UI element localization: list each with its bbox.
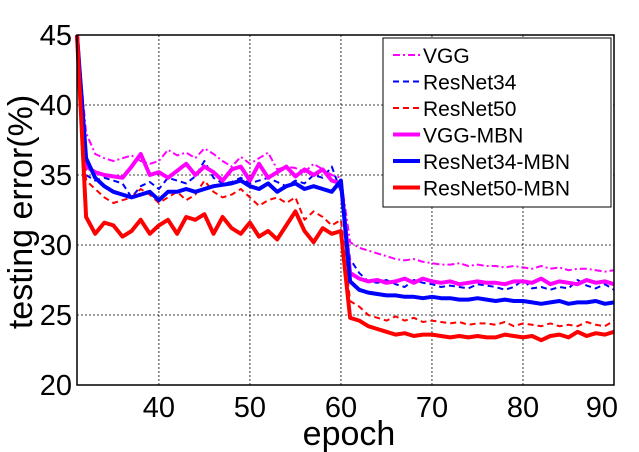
legend-label: VGG-MBN <box>423 125 523 148</box>
legend-box <box>382 37 612 208</box>
legend: VGG ResNet34 ResNet50 VGG-MBN ResNet34-MBN Re… <box>382 37 612 208</box>
x-tick-label: 90 <box>586 392 618 424</box>
y-tick-label: 20 <box>40 370 72 402</box>
legend-label: ResNet34-MBN <box>423 151 570 174</box>
series-line-resnet50-mbn <box>75 34 615 343</box>
plot-frame <box>76 34 615 386</box>
y-tick-label: 25 <box>40 300 72 332</box>
x-tick-label: 40 <box>143 392 175 424</box>
y-tick-label: 45 <box>40 20 72 52</box>
x-axis-ticks: 40 50 60 70 80 90 <box>143 392 618 424</box>
x-tick-label: 50 <box>234 392 266 424</box>
y-tick-label: 30 <box>40 230 72 262</box>
x-axis-label: epoch <box>303 415 396 452</box>
series-line-resnet50 <box>76 34 615 328</box>
series-line-resnet34-mbn <box>75 34 615 306</box>
legend-label: ResNet34 <box>423 72 517 95</box>
y-tick-label: 40 <box>40 90 72 122</box>
x-tick-label: 70 <box>416 392 448 424</box>
legend-label: VGG <box>423 45 470 68</box>
legend-label: ResNet50 <box>423 98 516 121</box>
legend-label: ResNet50-MBN <box>423 178 570 201</box>
y-axis-ticks: 20 25 30 35 40 45 <box>40 20 72 402</box>
x-tick-label: 80 <box>507 392 539 424</box>
series-lines <box>75 34 615 343</box>
y-axis-label: testing error(%) <box>2 95 40 329</box>
y-tick-label: 35 <box>40 160 72 192</box>
x-tick-label: 60 <box>325 392 357 424</box>
